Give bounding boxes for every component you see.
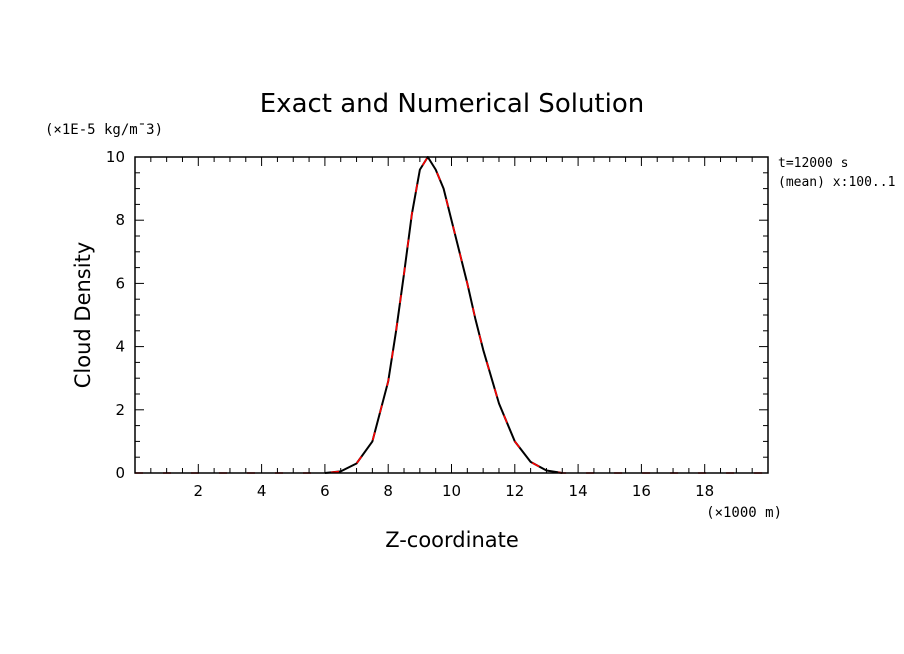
y-tick-label: 4 <box>115 338 125 356</box>
x-tick-label: 8 <box>383 482 393 500</box>
x-tick-label: 4 <box>257 482 267 500</box>
axis-ticks: 2 4 6 8 10 12 14 16 18 0 2 4 6 8 10 <box>106 148 768 500</box>
plot-frame <box>134 156 769 474</box>
x-axis-label: Z-coordinate <box>385 528 519 552</box>
x-tick-label: 16 <box>632 482 651 500</box>
time-annotation: t=12000 s <box>778 156 848 171</box>
x-tick-label: 6 <box>320 482 330 500</box>
y-tick-label: 0 <box>115 464 125 482</box>
y-tick-label: 8 <box>115 211 125 229</box>
chart-title: Exact and Numerical Solution <box>260 89 644 119</box>
y-unit-label: (×1E-5 kg/m¯3) <box>45 122 163 138</box>
x-tick-label: 2 <box>194 482 204 500</box>
plot-lines <box>135 156 768 474</box>
exact-solution-line <box>324 156 563 474</box>
mean-annotation: (mean) x:100..1 <box>778 175 895 190</box>
x-tick-label: 18 <box>695 482 714 500</box>
x-tick-label: 14 <box>569 482 588 500</box>
x-tick-label: 10 <box>442 482 461 500</box>
y-tick-label: 10 <box>106 148 125 166</box>
x-tick-label: 12 <box>505 482 524 500</box>
numerical-solution-line <box>135 156 768 474</box>
x-unit-label: (×1000 m) <box>706 505 782 521</box>
y-tick-label: 2 <box>115 401 125 419</box>
y-axis-label: Cloud Density <box>71 242 95 389</box>
y-tick-label: 6 <box>115 274 125 292</box>
